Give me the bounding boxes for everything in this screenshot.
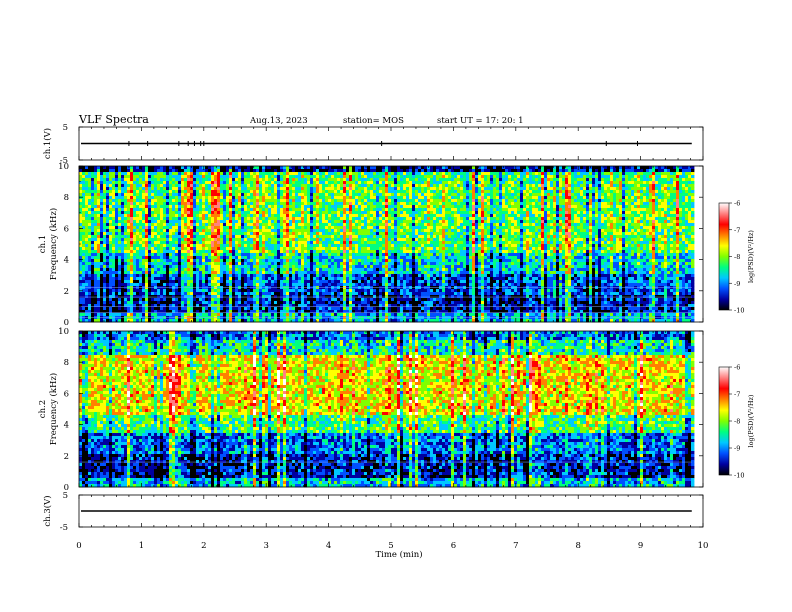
time-axis-tick-label: 10	[698, 541, 709, 551]
ch2-spectrogram-colorbar-tick-label: -8	[734, 418, 740, 426]
ch2-colorbar: -6 -7 -8 -9 -10 log(PSD)(V²/Hz)	[718, 364, 755, 480]
ch2-spectrogram-ytick-label: 6	[64, 389, 69, 399]
ch1-spectrogram-colorbar-scale	[718, 202, 730, 311]
ch1-spectrogram-colorbar-tick-label: -9	[734, 280, 740, 288]
time-axis-tick-label: 6	[451, 541, 456, 551]
ch1-spectrogram-ytick-label: 0	[64, 318, 69, 328]
ch1-spectrogram-ytick-label: 6	[64, 224, 69, 234]
ch2-spectrogram-ytick-label: 2	[64, 452, 69, 462]
ch1-spectrogram-ytick-label: 8	[64, 193, 69, 203]
ch1-spectrogram-cells	[79, 166, 695, 323]
date-label: Aug.13, 2023	[249, 116, 308, 126]
ch3-waveform-panel: 5 -5 ch.3(V)	[42, 491, 704, 533]
ch1-spectrogram-colorbar-tick-label: -6	[734, 200, 740, 208]
time-axis-tick-label: 1	[139, 541, 144, 551]
ch2-spectrogram-ytick-label: 4	[64, 421, 69, 431]
time-axis-tick-label: 2	[201, 541, 206, 551]
ch2-spectrogram-colorbar-tick-label: -10	[734, 472, 744, 480]
ch2-spectrogram-cells	[79, 331, 695, 488]
ch1-spectrogram-colorbar-label: log(PSD)(V²/Hz)	[747, 230, 755, 283]
time-axis-tick-label: 4	[326, 541, 331, 551]
ch2-spectrogram-colorbar-tick-label: -9	[734, 445, 740, 453]
ch2-spectrogram-ylabel-channel: ch.2	[38, 400, 48, 418]
figure-title: VLF Spectra	[78, 113, 149, 126]
ch2-spectrogram-panel: 0 2 4 6 8 10 ch.2 Frequency (kHz)	[38, 327, 704, 493]
x-axis-label: Time (min)	[375, 549, 422, 560]
time-axis-tick-label: 0	[76, 541, 81, 551]
ch3-waveform-ylabel: ch.3(V)	[42, 495, 53, 526]
ch1-spectrogram-ytick-label: 10	[58, 162, 69, 172]
ch2-spectrogram-colorbar-scale	[718, 366, 730, 476]
ch2-spectrogram-ytick-label: 10	[58, 327, 69, 337]
ch3-waveform-ytick-label: -5	[60, 523, 68, 533]
ch3-waveform-ytick-label: 5	[63, 491, 68, 501]
time-axis-tick-label: 3	[263, 541, 268, 551]
ch2-spectrogram-colorbar-tick-label: -7	[734, 391, 740, 399]
time-axis-tick-label: 9	[638, 541, 643, 551]
ch1-spectrogram-ytick-label: 2	[64, 287, 69, 297]
ch1-spectrogram-panel: 0 2 4 6 8 10 ch.1 Frequency (kHz)	[38, 162, 704, 328]
ch1-spectrogram-colorbar-tick-label: -10	[734, 307, 744, 315]
ch1-colorbar: -6 -7 -8 -9 -10 log(PSD)(V²/Hz)	[718, 200, 755, 315]
time-axis-tick-label: 7	[513, 541, 518, 551]
ch1-spectrogram-colorbar-tick-label: -8	[734, 253, 740, 261]
ch1-spectrogram-colorbar-tick-label: -7	[734, 226, 740, 234]
ch1-spectrogram-ylabel-freq: Frequency (kHz)	[48, 208, 59, 280]
time-axis-tick-label: 8	[575, 541, 580, 551]
ch1-waveform-ytick-label: 5	[63, 123, 68, 133]
ch2-spectrogram-ytick-label: 0	[64, 483, 69, 493]
ch1-waveform-ylabel: ch.1(V)	[42, 128, 53, 159]
ch1-waveform-ytick-label: -5	[60, 156, 68, 166]
ch1-spectrogram-ylabel-channel: ch.1	[38, 235, 48, 253]
ch1-spectrogram-ytick-label: 4	[64, 256, 69, 266]
ch2-spectrogram-ytick-label: 8	[64, 358, 69, 368]
ch2-spectrogram-ylabel-freq: Frequency (kHz)	[48, 373, 59, 445]
start-time-label: start UT = 17: 20: 1	[437, 116, 524, 126]
ch2-spectrogram-colorbar-tick-label: -6	[734, 364, 740, 372]
ch1-waveform-panel: 5 -5 ch.1(V)	[42, 123, 704, 166]
time-axis: 0 1 2 3 4 5 6 7 8 9 10	[76, 541, 708, 551]
station-label: station= MOS	[343, 116, 404, 126]
time-axis-tick-label: 5	[388, 541, 393, 551]
ch2-spectrogram-colorbar-label: log(PSD)(V²/Hz)	[747, 394, 755, 447]
